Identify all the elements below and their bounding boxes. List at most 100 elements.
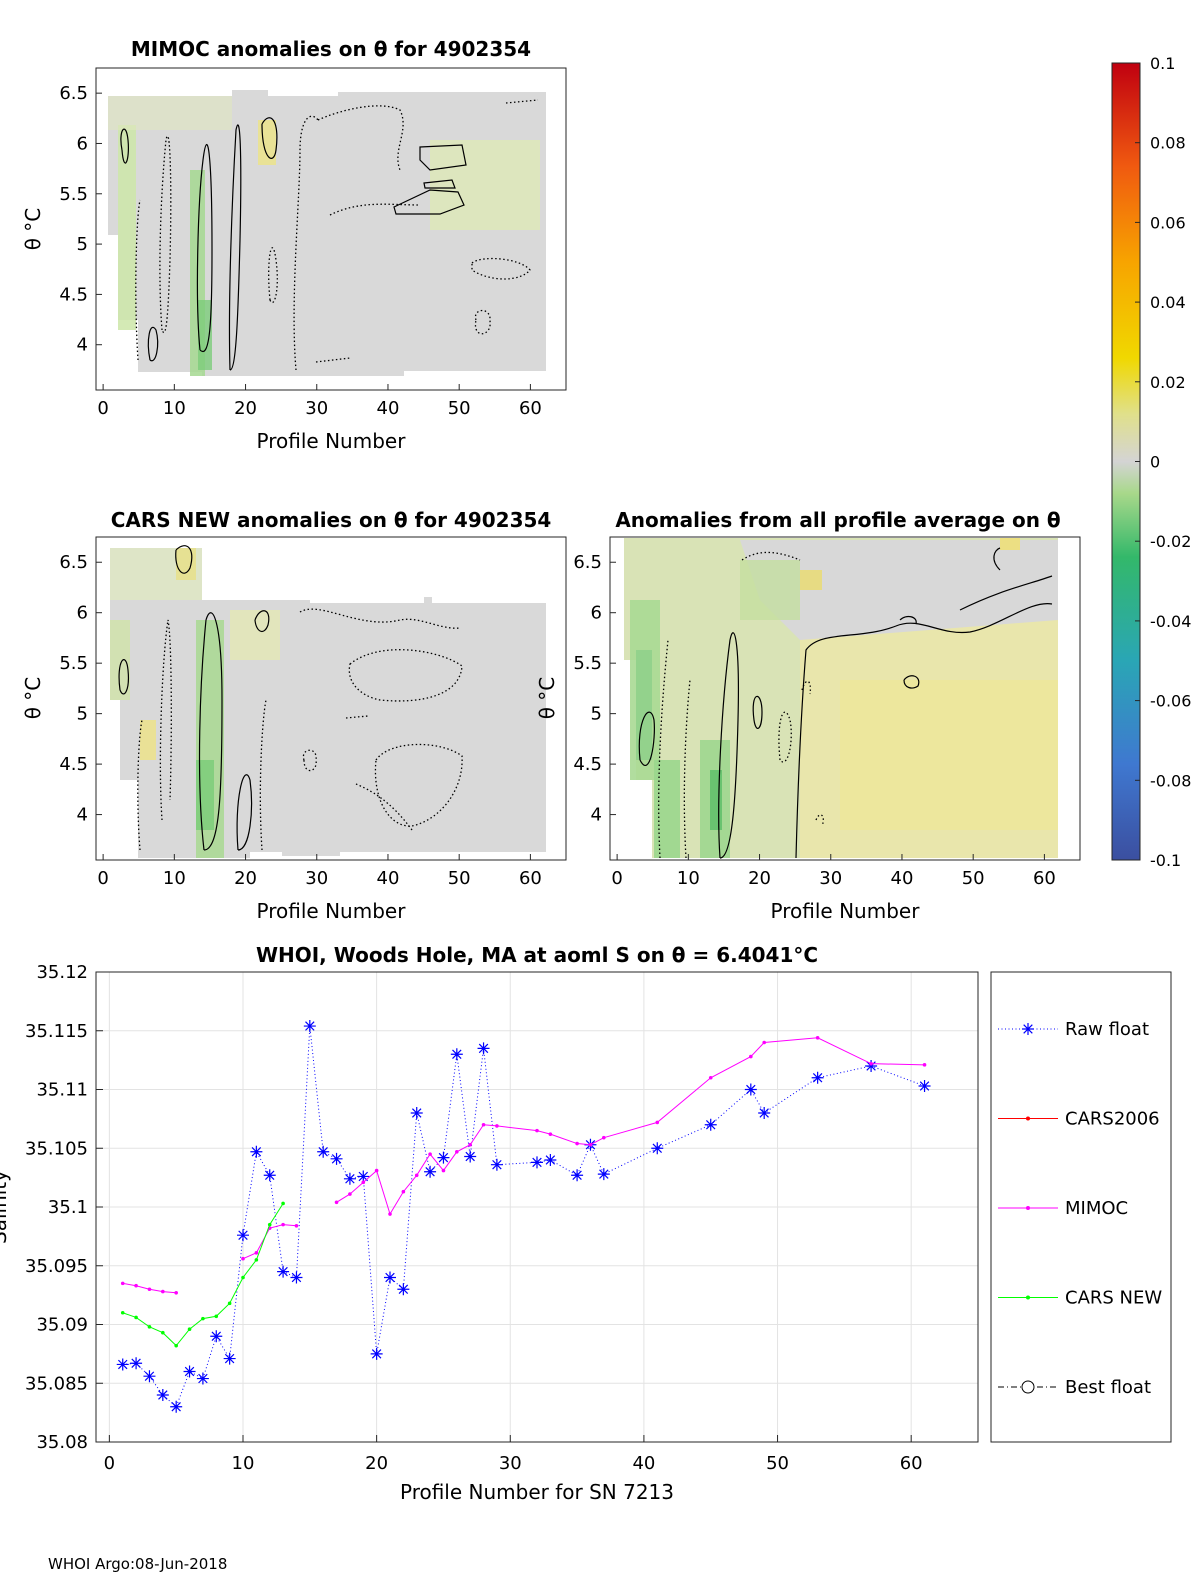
panel-mimoc-ytick-label: 5.5 <box>59 184 88 205</box>
raw-float-point <box>250 1145 263 1158</box>
raw-float-point <box>571 1169 584 1182</box>
cars-new-point <box>254 1258 259 1262</box>
cars-new-point <box>147 1325 152 1329</box>
panel-profile-average-ytick-label: 6 <box>591 603 602 624</box>
panel-cars-new: CARS NEW anomalies on θ for 4902354 <box>21 508 567 923</box>
panel-cars-new-dotted-contours <box>137 608 463 851</box>
cars-new-point <box>267 1222 272 1227</box>
panel-cars-new-xtick-label: 10 <box>163 868 186 889</box>
panel-profile-average-ytick-label: 5.5 <box>573 653 602 674</box>
panel-mimoc-contours <box>120 117 467 371</box>
colorbar-tick-label: -0.06 <box>1150 692 1191 711</box>
salinity-chart-xtick-label: 0 <box>104 1453 115 1474</box>
salinity-chart-xtick-label: 60 <box>900 1453 923 1474</box>
raw-float-point <box>370 1347 383 1360</box>
colorbar-tick-label: -0.02 <box>1150 532 1191 551</box>
panel-cars-new-ytick-label: 4.5 <box>59 754 88 775</box>
mimoc-point <box>348 1192 352 1196</box>
panel-mimoc-ytick-label: 4 <box>77 335 88 356</box>
mimoc-point <box>762 1040 766 1045</box>
salinity-chart-title: WHOI, Woods Hole, MA at aoml S on θ = 6.… <box>256 943 818 967</box>
panel-cars-new-xtick-label: 40 <box>377 868 400 889</box>
raw-float-point <box>170 1400 183 1413</box>
panel-cars-new-ytick-label: 5 <box>77 704 88 725</box>
mimoc-point <box>481 1122 486 1127</box>
raw-float-line <box>122 1025 925 1408</box>
panel-mimoc-xlabel: Profile Number <box>257 429 407 453</box>
panel-profile-average-ytick-label: 4.5 <box>573 754 602 775</box>
footer-stamp: WHOI Argo:08-Jun-2018 <box>48 1555 227 1573</box>
panel-mimoc-ytick-label: 4.5 <box>59 284 88 305</box>
legend-marker-cars-new <box>1026 1295 1030 1300</box>
colorbar-tick-label: 0.1 <box>1150 54 1175 73</box>
panel-mimoc-ytick-label: 5 <box>77 234 88 255</box>
panel-profile-average-contours <box>638 547 1053 859</box>
mimoc-point <box>588 1142 593 1147</box>
panel-profile-average-axes-box <box>609 536 1081 861</box>
panel-profile-average-xtick-label: 10 <box>677 868 700 889</box>
panel-profile-average-xtick-label: 0 <box>611 868 622 889</box>
mimoc-point <box>455 1149 459 1154</box>
mimoc-point <box>428 1152 432 1156</box>
raw-float-point <box>397 1283 410 1296</box>
panel-mimoc: MIMOC anomalies on θ for 4902354 <box>21 37 567 453</box>
colorbar-tick-label: -0.04 <box>1150 612 1191 631</box>
salinity-chart-xtick-label: 10 <box>232 1453 255 1474</box>
mimoc-point <box>241 1256 245 1261</box>
panel-mimoc-xtick-label: 40 <box>377 398 400 419</box>
panel-profile-average-xtick-label: 30 <box>819 868 842 889</box>
raw-float-point <box>865 1060 878 1072</box>
panel-profile-average-ytick-label: 6.5 <box>573 552 602 573</box>
panel-cars-new-xtick-label: 0 <box>97 868 108 889</box>
panel-cars-new-xtick-label: 50 <box>448 868 471 889</box>
legend: Raw float CARS2006 MIMOC CARS NEW Best float <box>998 1019 1162 1398</box>
raw-float-point <box>477 1042 490 1055</box>
salinity-chart-ytick-label: 35.12 <box>36 962 88 983</box>
cars-new-point <box>187 1327 192 1331</box>
panel-mimoc-xtick-label: 30 <box>305 398 328 419</box>
raw-float-point <box>531 1156 543 1169</box>
raw-float-point <box>143 1370 156 1383</box>
raw-float-point <box>544 1154 557 1166</box>
legend-label-best-float: Best float <box>1065 1377 1151 1398</box>
colorbar-tick-label: -0.1 <box>1150 851 1181 870</box>
raw-float-point <box>464 1150 477 1163</box>
panel-mimoc-dotted-contours <box>135 99 539 371</box>
mimoc-point <box>468 1142 472 1147</box>
panel-profile-average-dotted-contours <box>658 551 824 859</box>
raw-float-point <box>277 1265 290 1278</box>
mimoc-point <box>655 1120 660 1125</box>
colorbar: 0.1 0.08 0.06 0.04 0.02 0 -0.02 -0.04 -0.06 -0.08… <box>1111 54 1191 870</box>
cars-new-point <box>281 1201 285 1206</box>
mimoc-point <box>535 1128 539 1133</box>
raw-float-point <box>357 1170 370 1183</box>
panel-cars-new-ytick-label: 6.5 <box>59 552 88 573</box>
colorbar-tick-label: -0.08 <box>1150 771 1191 790</box>
panel-profile-average-xtick-label: 50 <box>962 868 985 889</box>
mimoc-point <box>414 1173 419 1178</box>
panel-profile-average: Anomalies from all profile average on θ <box>535 508 1081 923</box>
panel-profile-average-ylabel: θ °C <box>535 677 559 720</box>
raw-float-point <box>210 1330 223 1343</box>
raw-float-point <box>490 1158 503 1171</box>
panel-profile-average-field <box>624 538 1058 858</box>
mimoc-point <box>575 1141 579 1146</box>
cars-new-point <box>214 1314 219 1319</box>
salinity-chart-series <box>116 1020 931 1413</box>
raw-float-point <box>116 1358 129 1371</box>
panel-cars-new-ytick-label: 5.5 <box>59 653 88 674</box>
mimoc-point <box>922 1063 927 1067</box>
panel-cars-new-xtick-label: 20 <box>234 868 257 889</box>
raw-float-point <box>918 1079 931 1092</box>
legend-marker-raw-float <box>1022 1023 1034 1035</box>
raw-float-point <box>450 1048 463 1061</box>
raw-float-point <box>263 1169 276 1182</box>
raw-float-point <box>130 1357 143 1370</box>
mimoc-point <box>294 1224 299 1228</box>
cars-new-point <box>227 1301 232 1306</box>
cars-new-point <box>161 1330 165 1335</box>
panel-cars-new-title: CARS NEW anomalies on θ for 4902354 <box>111 508 552 532</box>
mimoc-point <box>361 1180 366 1185</box>
panel-profile-average-xtick-label: 40 <box>891 868 914 889</box>
